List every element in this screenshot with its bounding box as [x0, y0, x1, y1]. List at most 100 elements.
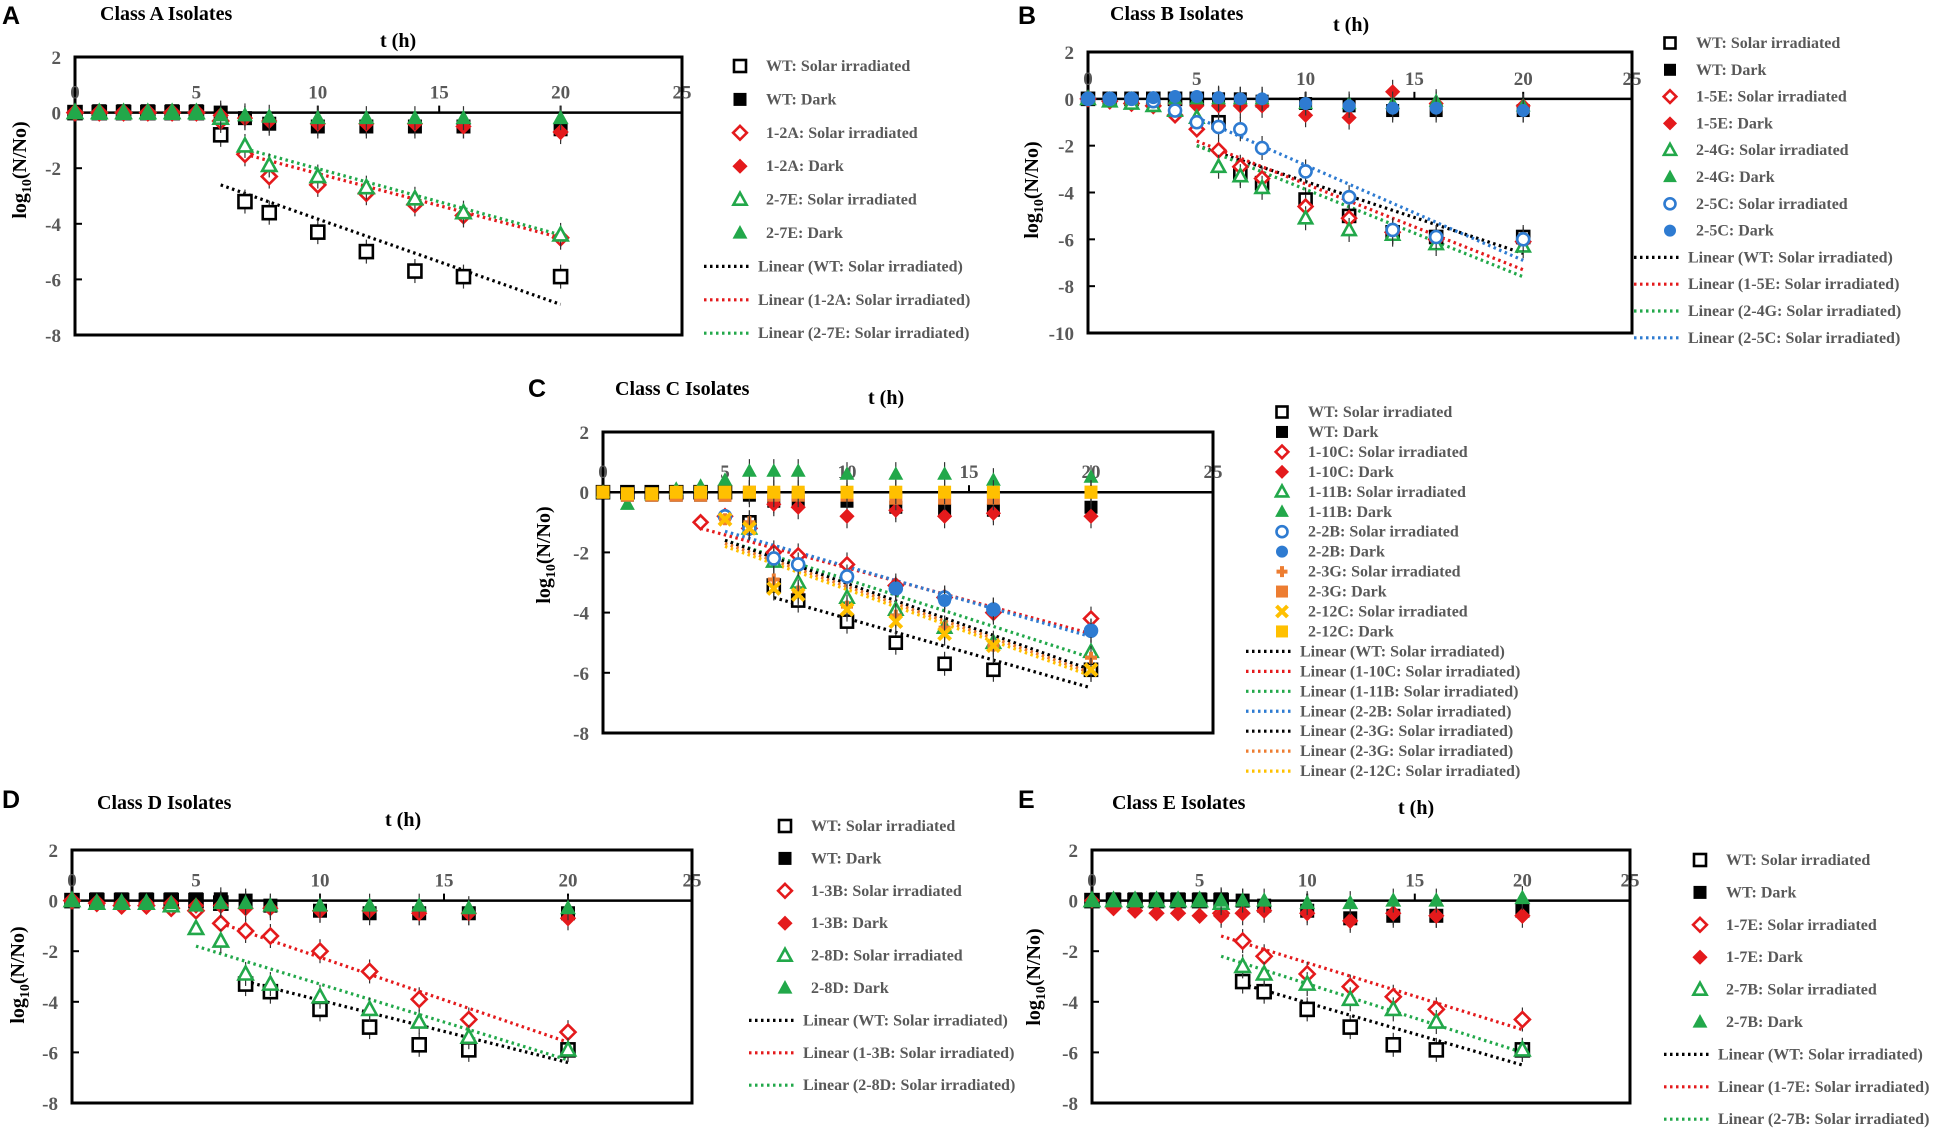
- legend-marker: [1661, 141, 1679, 157]
- trend-line: [700, 526, 1092, 636]
- data-point: [1212, 907, 1230, 924]
- legend-label: Linear (1-2A: Solar irradiated): [758, 292, 970, 309]
- y-axis-label: log10(N/No): [1021, 141, 1047, 238]
- data-point: [552, 109, 569, 125]
- data-point: [1383, 999, 1403, 1017]
- data-point: [986, 662, 1001, 678]
- data-point: [1253, 178, 1271, 195]
- data-point: [1168, 89, 1182, 103]
- y-tick-label: -6: [42, 1043, 58, 1064]
- legend-label: Linear (1-3B: Solar irradiated): [803, 1045, 1014, 1062]
- y-tick-label: -2: [45, 159, 61, 180]
- legend-marker: [1692, 852, 1708, 868]
- y-tick-label: -6: [45, 270, 61, 291]
- data-point: [1299, 894, 1316, 910]
- data-point: [888, 466, 904, 480]
- legend-marker: [1273, 443, 1291, 461]
- legend-marker: [1275, 504, 1289, 517]
- data-point: [91, 105, 108, 121]
- data-point: [361, 897, 378, 912]
- data-point: [1084, 892, 1100, 907]
- data-point: [552, 123, 569, 141]
- x-tick-label: 15: [1405, 69, 1424, 90]
- data-point: [1297, 973, 1317, 991]
- x-tick-label: 25: [1204, 462, 1223, 483]
- y-axis-label: log10(N/No): [9, 121, 35, 218]
- data-point: [1342, 1019, 1359, 1035]
- data-point: [138, 894, 155, 910]
- legend-label: 1-11B: Solar irradiated: [1308, 484, 1466, 501]
- legend-marker: [732, 225, 748, 239]
- data-point: [186, 918, 206, 936]
- x-tick-label: 15: [960, 462, 979, 483]
- data-point: [406, 109, 423, 125]
- data-point: [308, 166, 328, 184]
- data-point: [560, 899, 576, 915]
- data-point: [236, 106, 253, 122]
- legend-marker: [1663, 36, 1677, 50]
- legend-label: Linear (2-3G: Solar irradiated): [1300, 743, 1513, 760]
- y-tick-label: -10: [1049, 324, 1074, 345]
- trend-line: [773, 596, 1092, 690]
- legend-label: 1-11B: Dark: [1308, 504, 1392, 521]
- data-point: [742, 485, 756, 499]
- legend-label: 2-5C: Dark: [1696, 223, 1774, 240]
- data-point: [188, 105, 205, 121]
- panel-letter: E: [1018, 786, 1035, 814]
- data-point: [1428, 907, 1445, 924]
- legend-marker: [777, 915, 793, 931]
- legend-label: 2-8D: Solar irradiated: [811, 948, 963, 965]
- legend-marker: [776, 882, 794, 900]
- y-tick-label: 2: [1069, 841, 1079, 862]
- data-point: [790, 587, 806, 602]
- x-tick-label: 0: [598, 462, 608, 483]
- data-point: [936, 508, 953, 524]
- data-point: [888, 502, 904, 518]
- data-point: [1513, 1039, 1532, 1057]
- legend-label: WT: Solar irradiated: [1726, 852, 1870, 869]
- y-tick-label: -2: [42, 942, 58, 963]
- data-point: [309, 224, 326, 240]
- trend-line: [1242, 982, 1523, 1067]
- data-point: [1103, 92, 1117, 106]
- data-point: [1299, 1001, 1315, 1018]
- panel-letter: A: [2, 2, 20, 30]
- data-point: [839, 569, 855, 584]
- data-point: [1084, 624, 1098, 638]
- data-point: [409, 1011, 429, 1029]
- data-point: [790, 557, 806, 572]
- data-point: [1081, 92, 1095, 106]
- data-point: [1190, 89, 1204, 103]
- data-point: [558, 1022, 578, 1042]
- legend-label: Linear (2-5C: Solar irradiated): [1688, 330, 1900, 347]
- data-point: [1385, 892, 1402, 907]
- data-point: [767, 485, 781, 499]
- data-point: [212, 106, 229, 122]
- x-axis-label: t (h): [385, 809, 421, 831]
- legend-marker: [1691, 916, 1709, 934]
- legend-label: 1-10C: Solar irradiated: [1308, 444, 1468, 461]
- data-point: [1212, 91, 1226, 105]
- data-point: [211, 914, 231, 933]
- x-tick-label: 10: [1298, 871, 1317, 892]
- legend-marker: [1693, 885, 1707, 899]
- data-point: [1209, 157, 1228, 174]
- data-point: [1233, 92, 1247, 106]
- y-tick-label: 0: [1069, 892, 1079, 913]
- data-point: [164, 105, 181, 121]
- data-point: [357, 177, 376, 195]
- data-point: [888, 635, 904, 651]
- data-point: [411, 897, 428, 912]
- data-point: [409, 989, 429, 1009]
- x-tick-label: 10: [308, 83, 327, 104]
- data-point: [937, 466, 953, 480]
- data-point: [358, 109, 375, 125]
- data-point: [310, 986, 330, 1004]
- x-tick-label: 20: [1514, 69, 1533, 90]
- y-tick-label: -8: [1058, 277, 1074, 298]
- y-tick-label: -2: [573, 543, 589, 564]
- data-point: [790, 463, 806, 477]
- x-tick-label: 15: [435, 871, 454, 892]
- x-tick-label: 15: [430, 83, 449, 104]
